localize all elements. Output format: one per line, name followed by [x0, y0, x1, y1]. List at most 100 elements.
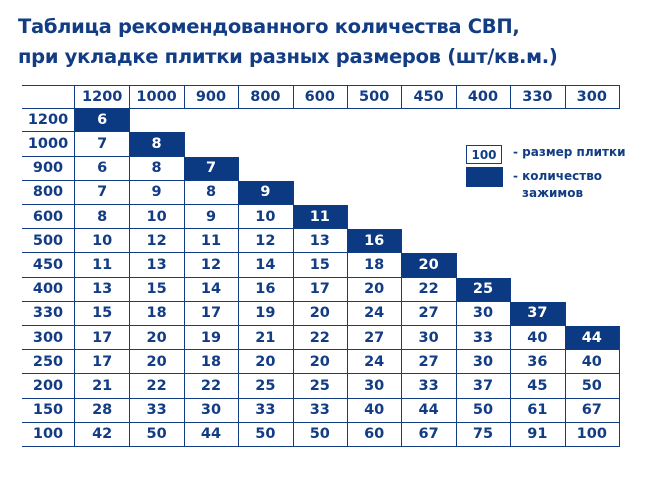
table-cell: 9	[129, 180, 185, 205]
table-cell: 33	[238, 398, 294, 423]
table-cell: 20	[129, 350, 185, 375]
column-header: 500	[347, 85, 403, 110]
table-cell: 10	[238, 205, 294, 230]
column-header: 400	[455, 85, 512, 110]
title-line-2: при укладке плитки разных размеров (шт/к…	[18, 45, 558, 68]
table-cell: 44	[401, 398, 457, 423]
table-cell: 50	[238, 422, 294, 447]
table-cell: 50	[564, 374, 620, 399]
table-cell: 50	[129, 422, 185, 447]
table-cell: 13	[75, 277, 131, 302]
table-cell: 22	[183, 374, 240, 399]
column-header: 450	[401, 85, 457, 110]
table-cell-diagonal: 7	[183, 156, 240, 181]
table-cell-diagonal: 11	[292, 205, 348, 230]
table-cell: 12	[183, 253, 240, 278]
table-cell: 6	[75, 156, 131, 181]
table-cell: 20	[292, 301, 348, 326]
table-cell: 50	[455, 398, 512, 423]
table-cell: 9	[183, 205, 240, 230]
table-cell: 27	[401, 301, 457, 326]
table-cell: 30	[183, 398, 240, 423]
table-cell: 22	[292, 326, 348, 351]
table-cell: 20	[292, 350, 348, 375]
row-header: 1000	[22, 132, 75, 157]
table-cell: 8	[75, 205, 131, 230]
table-cell: 11	[75, 253, 131, 278]
table-cell: 37	[455, 374, 512, 399]
row-header: 200	[22, 374, 75, 399]
table-cell: 22	[129, 374, 185, 399]
table-cell-diagonal: 16	[347, 229, 403, 254]
row-header: 800	[22, 180, 75, 205]
table-cell: 27	[347, 326, 403, 351]
table-cell: 33	[455, 326, 512, 351]
table-cell-diagonal: 20	[401, 253, 457, 278]
table-cell: 67	[401, 422, 457, 447]
table-cell: 40	[510, 326, 566, 351]
table-cell: 42	[75, 422, 131, 447]
legend-size-sample: 100	[466, 145, 502, 164]
table-cell: 60	[347, 422, 403, 447]
table-cell: 17	[183, 301, 240, 326]
legend-count-swatch	[466, 167, 503, 187]
table-cell-diagonal: 9	[238, 180, 294, 205]
table-cell: 10	[129, 205, 185, 230]
table-cell: 44	[183, 422, 240, 447]
table-cell: 22	[401, 277, 457, 302]
table-cell: 14	[183, 277, 240, 302]
table-cell: 8	[129, 156, 185, 181]
table-cell: 11	[183, 229, 240, 254]
table-cell-diagonal: 25	[455, 277, 512, 302]
table-cell: 16	[238, 277, 294, 302]
table-cell: 91	[510, 422, 566, 447]
table-cell-diagonal: 37	[510, 301, 566, 326]
table-cell: 67	[564, 398, 620, 423]
title-line-1: Таблица рекомендованного количества СВП,	[18, 15, 520, 38]
table-cell: 45	[510, 374, 566, 399]
table-cell: 21	[75, 374, 131, 399]
legend-count-label-2: зажимов	[522, 186, 584, 200]
column-header: 600	[292, 85, 348, 110]
row-header: 150	[22, 398, 75, 423]
table-cell: 15	[129, 277, 185, 302]
table-cell: 12	[129, 229, 185, 254]
row-header: 600	[22, 205, 75, 230]
table-cell: 12	[238, 229, 294, 254]
column-header: 900	[183, 85, 240, 110]
table-cell: 19	[238, 301, 294, 326]
table-cell: 27	[401, 350, 457, 375]
table-cell: 15	[75, 301, 131, 326]
column-header: 1200	[75, 85, 131, 110]
table-cell: 14	[238, 253, 294, 278]
table-cell: 30	[347, 374, 403, 399]
column-header: 330	[510, 85, 566, 110]
table-cell: 20	[347, 277, 403, 302]
table-cell: 28	[75, 398, 131, 423]
table-cell-diagonal: 6	[75, 108, 131, 133]
table-cell: 19	[183, 326, 240, 351]
row-header: 1200	[22, 108, 75, 133]
table-cell: 24	[347, 301, 403, 326]
corner-cell	[22, 85, 75, 110]
table-cell: 25	[292, 374, 348, 399]
page-title: Таблица рекомендованного количества СВП,…	[18, 12, 558, 72]
table-cell: 25	[238, 374, 294, 399]
table-cell: 13	[292, 229, 348, 254]
table-cell: 7	[75, 132, 131, 157]
table-cell: 13	[129, 253, 185, 278]
table-cell: 33	[401, 374, 457, 399]
row-header: 330	[22, 301, 75, 326]
legend-size-label: - размер плитки	[513, 145, 626, 159]
column-header: 300	[564, 85, 620, 110]
table-cell: 40	[347, 398, 403, 423]
table-cell: 61	[510, 398, 566, 423]
table-cell: 24	[347, 350, 403, 375]
table-cell: 17	[75, 350, 131, 375]
table-cell-diagonal: 44	[564, 326, 620, 351]
table-cell: 30	[401, 326, 457, 351]
table-cell: 21	[238, 326, 294, 351]
table-cell: 20	[129, 326, 185, 351]
column-header: 800	[238, 85, 294, 110]
table-cell: 17	[292, 277, 348, 302]
